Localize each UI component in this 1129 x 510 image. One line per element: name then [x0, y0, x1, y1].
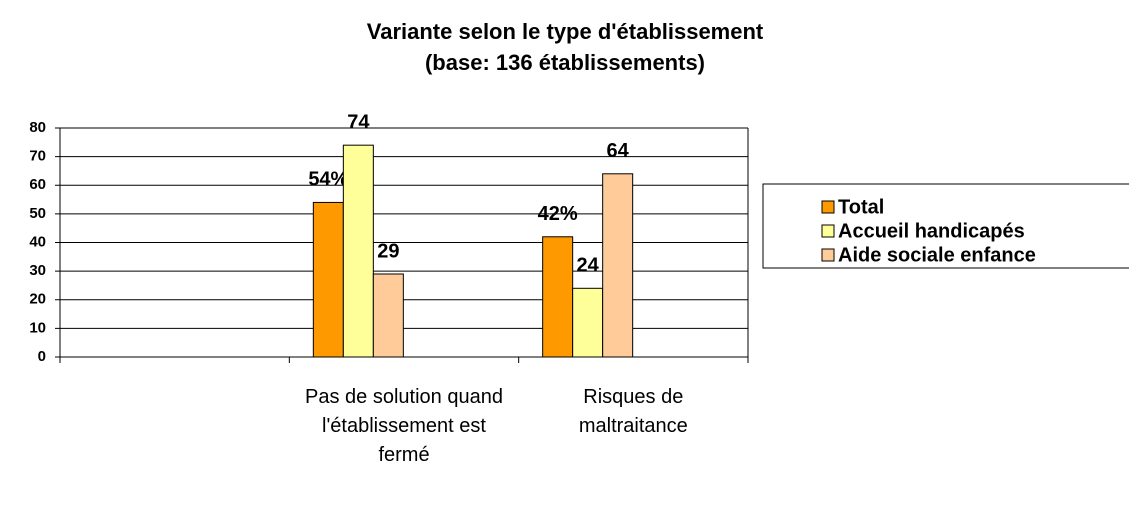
data-label: 42%	[538, 203, 578, 225]
y-tick-label: 0	[38, 348, 46, 365]
bar	[542, 236, 574, 358]
y-tick-label: 10	[29, 319, 46, 336]
bar	[342, 144, 374, 358]
x-tick-label: Pas de solution quand l'établissement es…	[305, 386, 503, 466]
data-label: 24	[577, 255, 600, 277]
y-tick-label: 60	[29, 176, 46, 193]
data-label: 74	[347, 111, 370, 133]
bar	[602, 173, 634, 358]
y-tick-label: 30	[29, 262, 46, 279]
legend-swatch	[821, 224, 835, 238]
legend-swatch	[821, 200, 835, 214]
bar	[572, 287, 604, 358]
chart-subtitle: (base: 136 établissements)	[425, 50, 705, 75]
y-tick-label: 20	[29, 291, 46, 308]
x-tick-label: Risques de maltraitance	[578, 386, 688, 437]
legend-label: Total	[838, 196, 884, 218]
data-label: 64	[607, 140, 630, 162]
y-tick-label: 80	[29, 119, 46, 136]
bar	[372, 273, 404, 358]
data-label: 29	[377, 240, 399, 262]
data-label: 54%	[308, 169, 348, 191]
legend-swatch	[821, 248, 835, 262]
y-tick-label: 50	[29, 205, 46, 222]
chart-title: Variante selon le type d'établissement	[367, 19, 764, 44]
legend-label: Aide sociale enfance	[838, 244, 1036, 266]
bar	[312, 201, 344, 358]
legend-label: Accueil handicapés	[838, 220, 1025, 242]
y-tick-label: 40	[29, 233, 46, 250]
y-tick-label: 70	[29, 148, 46, 165]
